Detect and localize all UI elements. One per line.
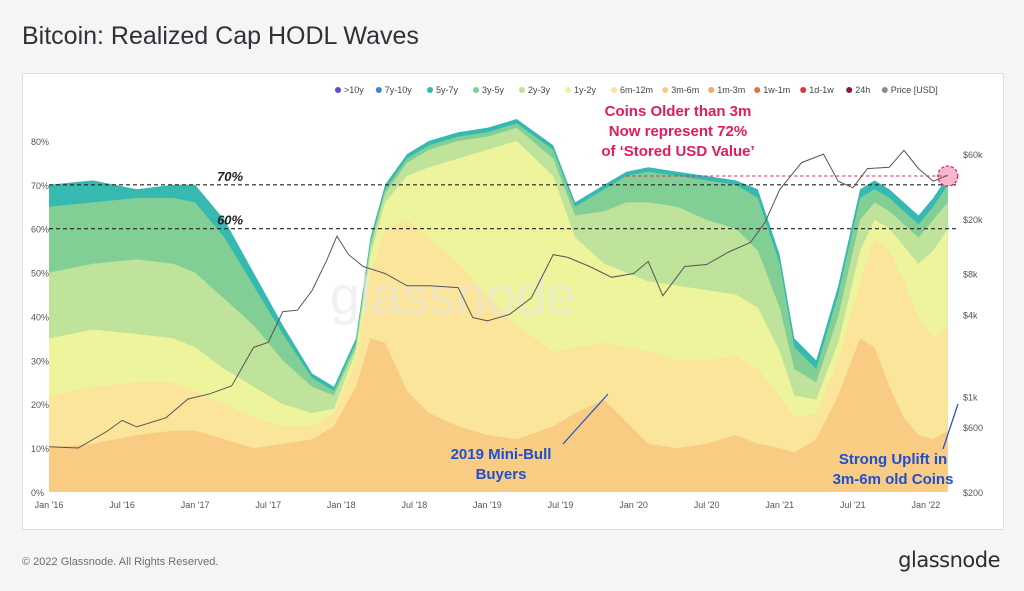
- y-tick-label: 50%: [31, 269, 49, 279]
- x-tick-label: Jul '17: [255, 500, 281, 510]
- legend-item[interactable]: 1d-1w: [800, 85, 834, 95]
- legend-item[interactable]: Price [USD]: [881, 85, 938, 95]
- highlight-circle: [937, 165, 959, 187]
- y-tick-label: 30%: [31, 356, 49, 366]
- legend-swatch: [375, 87, 382, 93]
- annotation-arrow: [562, 393, 609, 445]
- price-series: [48, 149, 948, 449]
- annotation-arrow: [942, 403, 959, 450]
- x-tick-label: Jan '19: [473, 500, 502, 510]
- annotation-text: Buyers: [476, 466, 527, 483]
- legend-item[interactable]: 5y-7y: [427, 85, 459, 95]
- legend-item[interactable]: 7y-10y: [375, 85, 413, 95]
- y-tick-label: 80%: [31, 137, 49, 147]
- watermark: glassnode: [330, 266, 576, 326]
- area-layers: [49, 119, 948, 493]
- x-tick-label: Jul '19: [548, 500, 574, 510]
- x-tick-label: Jul '20: [694, 500, 720, 510]
- y-tick-label: 60%: [31, 225, 49, 235]
- annotation-text: Now represent 72%: [609, 123, 747, 140]
- annotation-text: 2019 Mini-Bull: [451, 446, 552, 463]
- y2-tick-label: $20k: [963, 215, 983, 225]
- legend-swatch: [881, 87, 888, 93]
- x-tick-label: Jan '21: [765, 500, 794, 510]
- y-tick-label: 40%: [31, 312, 49, 322]
- legend-label: 7y-10y: [385, 85, 413, 95]
- legend-item[interactable]: 1w-1m: [754, 85, 790, 95]
- area-3m6m: [49, 338, 948, 492]
- chart-legend: >10y 7y-10y 5y-7y 3y-5y 2y-3y 1y-2y 6m-12m 3m-6…: [335, 85, 938, 95]
- y2-tick-label: $1k: [963, 393, 978, 403]
- legend-item[interactable]: >10y: [335, 85, 364, 95]
- legend-swatch: [800, 87, 807, 93]
- x-tick-label: Jul '16: [109, 500, 135, 510]
- y2-tick-label: $8k: [963, 269, 978, 279]
- footer-brand-logo[interactable]: glassnode: [898, 548, 1000, 572]
- legend-item[interactable]: 1y-2y: [565, 85, 597, 95]
- x-tick-label: Jul '18: [401, 500, 427, 510]
- y2-tick-label: $200: [963, 488, 983, 498]
- legend-label: 1m-3m: [717, 85, 745, 95]
- legend-item[interactable]: 1m-3m: [708, 85, 745, 95]
- ref-label-70: 70%: [217, 169, 243, 184]
- y-tick-label: 70%: [31, 181, 49, 191]
- legend-label: 3m-6m: [671, 85, 699, 95]
- legend-swatch: [335, 87, 341, 93]
- y-tick-label: 10%: [31, 444, 49, 454]
- legend-swatch: [427, 87, 433, 93]
- footer-copyright: © 2022 Glassnode. All Rights Reserved.: [22, 556, 219, 568]
- price-line: [48, 149, 948, 449]
- legend-label: 5y-7y: [436, 85, 459, 95]
- x-tick-label: Jan '22: [911, 500, 940, 510]
- legend-swatch: [565, 87, 571, 93]
- x-tick-label: Jan '16: [35, 500, 64, 510]
- legend-swatch: [611, 87, 617, 93]
- x-tick-label: Jan '17: [181, 500, 210, 510]
- legend-swatch: [519, 87, 525, 93]
- ref-label-60: 60%: [217, 213, 243, 228]
- annotation-text: 3m-6m old Coins: [833, 471, 954, 488]
- legend-label: 2y-3y: [528, 85, 551, 95]
- legend-label: 6m-12m: [620, 85, 653, 95]
- legend-swatch: [473, 87, 479, 93]
- y2-tick-label: $600: [963, 423, 983, 433]
- legend-item[interactable]: 2y-3y: [519, 85, 551, 95]
- x-tick-label: Jan '18: [327, 500, 356, 510]
- annotation-text: Strong Uplift in: [839, 451, 947, 468]
- annotation-text: Coins Older than 3m: [605, 103, 752, 120]
- legend-swatch: [754, 87, 761, 93]
- legend-item[interactable]: 24h: [846, 85, 870, 95]
- legend-label: Price [USD]: [891, 85, 938, 95]
- legend-item[interactable]: 3y-5y: [473, 85, 505, 95]
- area-6m12m: [49, 219, 948, 492]
- annotation-text: of ‘Stored USD Value’: [601, 143, 754, 160]
- legend-item[interactable]: 3m-6m: [662, 85, 699, 95]
- hodl-waves-chart: glassnode 70%60% 0%10%20%30%40%50%60%70%…: [31, 85, 983, 510]
- y2-tick-label: $60k: [963, 150, 983, 160]
- legend-label: 24h: [855, 85, 870, 95]
- legend-item[interactable]: 6m-12m: [611, 85, 653, 95]
- reference-lines: 70% 60%: [49, 165, 959, 230]
- x-tick-label: Jul '21: [840, 500, 866, 510]
- legend-swatch: [708, 87, 715, 93]
- y-tick-label: 20%: [31, 400, 49, 410]
- y-tick-label: 0%: [31, 488, 44, 498]
- legend-label: >10y: [344, 85, 364, 95]
- legend-label: 3y-5y: [482, 85, 505, 95]
- legend-label: 1w-1m: [763, 85, 790, 95]
- legend-label: 1y-2y: [574, 85, 597, 95]
- legend-swatch: [846, 87, 853, 93]
- y2-tick-label: $4k: [963, 311, 978, 321]
- axes: 0% 10% 20% 30% 40% 50% 60% 70% 80% $200 $600 $1k $4k…: [31, 137, 983, 510]
- legend-label: 1d-1w: [809, 85, 834, 95]
- annotations: Coins Older than 3m Now represent 72% of ‘…: [451, 103, 959, 488]
- chart-panel: glassnode 70% 60% 0% 10% 20% 30% 40% 50% 60% 70%…: [22, 73, 1004, 530]
- legend-swatch: [662, 87, 669, 93]
- page-title: Bitcoin: Realized Cap HODL Waves: [22, 22, 419, 50]
- x-tick-label: Jan '20: [619, 500, 648, 510]
